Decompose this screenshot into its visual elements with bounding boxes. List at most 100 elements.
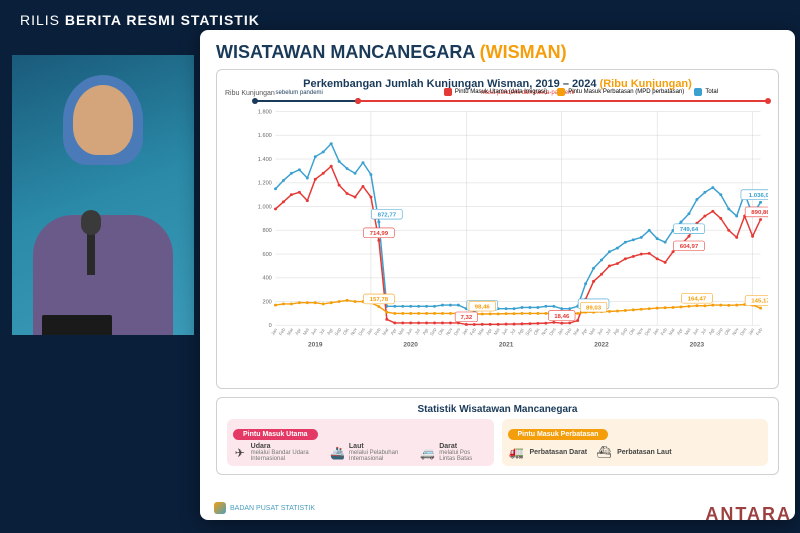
stats-item-sub: melalui Pelabuhan Internasional xyxy=(349,450,412,462)
svg-text:7,32: 7,32 xyxy=(460,315,472,321)
svg-text:749,64: 749,64 xyxy=(680,227,699,233)
svg-text:Mar: Mar xyxy=(668,327,677,336)
svg-text:Des: Des xyxy=(548,326,557,336)
stats-item-title: Perbatasan Laut xyxy=(617,449,671,456)
legend-item: Pintu Masuk Utama (data Imigrasi) xyxy=(444,88,547,96)
stats-item-icon: ✈ xyxy=(233,444,247,462)
stats-item: ✈Udaramelalui Bandar Udara Internasional xyxy=(233,443,322,462)
svg-text:157,78: 157,78 xyxy=(370,297,389,303)
stats-item: 🚢Lautmelalui Pelabuhan Internasional xyxy=(330,443,412,462)
svg-text:Sep: Sep xyxy=(524,327,533,337)
svg-text:Mar: Mar xyxy=(477,327,486,336)
svg-text:Feb: Feb xyxy=(755,327,764,336)
svg-text:1.800: 1.800 xyxy=(258,109,272,115)
svg-text:Nov: Nov xyxy=(349,326,358,336)
svg-text:Apr: Apr xyxy=(676,327,684,336)
stats-item-text: Daratmelalui Pos Lintas Batas xyxy=(439,443,487,462)
legend-label: Total xyxy=(705,89,718,95)
svg-text:Feb: Feb xyxy=(660,327,669,336)
timeline-bar: sebelum pandemi masa pandemi dan pasca-p… xyxy=(255,98,768,104)
laptop-icon xyxy=(42,315,112,335)
svg-text:600: 600 xyxy=(262,252,271,258)
stats-item: ⛴ Perbatasan Laut xyxy=(595,443,671,461)
svg-text:Jul: Jul xyxy=(509,328,516,335)
svg-text:Jan: Jan xyxy=(461,327,469,336)
stats-item-icon: ⛴ xyxy=(595,443,613,461)
legend-swatch xyxy=(694,88,702,96)
chart-legend: Pintu Masuk Utama (data Imigrasi) Pintu M… xyxy=(444,88,718,96)
svg-text:Jul: Jul xyxy=(700,328,707,335)
svg-text:2023: 2023 xyxy=(690,342,705,349)
timeline-pre-label: sebelum pandemi xyxy=(276,90,323,96)
stats-item-icon: 🚛 xyxy=(508,443,526,461)
svg-text:Jun: Jun xyxy=(310,327,318,336)
slide-title: WISATAWAN MANCANEGARA (WISMAN) xyxy=(216,42,779,63)
svg-text:Nov: Nov xyxy=(731,326,740,336)
timeline-post: masa pandemi dan pasca-pandemi xyxy=(358,100,768,102)
svg-text:1.600: 1.600 xyxy=(258,133,272,139)
presenter-video: ✦ xyxy=(12,55,194,335)
svg-text:Jul: Jul xyxy=(604,328,611,335)
svg-text:1.200: 1.200 xyxy=(258,181,272,187)
legend-label: Pintu Masuk Perbatasan (MPD perbatasan) xyxy=(568,89,684,95)
svg-text:Sep: Sep xyxy=(620,327,629,337)
stats-item-text: Perbatasan Laut xyxy=(617,449,671,456)
stats-row: Pintu Masuk Utama ✈Udaramelalui Bandar U… xyxy=(227,419,768,466)
svg-text:2021: 2021 xyxy=(499,342,514,349)
svg-text:Nov: Nov xyxy=(540,326,549,336)
svg-text:Apr: Apr xyxy=(294,327,302,336)
chart-svg: 02004006008001.0001.2001.4001.6001.800Ja… xyxy=(255,108,768,352)
stats-item-text: Udaramelalui Bandar Udara Internasional xyxy=(251,443,322,462)
stats-items-orange: 🚛 Perbatasan Darat ⛴ Perbatasan Laut xyxy=(508,443,763,461)
stats-group-utama: Pintu Masuk Utama ✈Udaramelalui Bandar U… xyxy=(227,419,494,466)
svg-text:Mar: Mar xyxy=(381,327,390,336)
stats-item-title: Udara xyxy=(251,443,322,450)
svg-text:400: 400 xyxy=(262,276,271,282)
svg-text:Jun: Jun xyxy=(596,327,604,336)
svg-text:0: 0 xyxy=(269,323,272,329)
svg-text:Jan: Jan xyxy=(747,327,755,336)
svg-text:1.036,04: 1.036,04 xyxy=(749,193,768,199)
svg-text:200: 200 xyxy=(262,299,271,305)
header-bold: BERITA RESMI STATISTIK xyxy=(65,12,260,28)
svg-text:98,46: 98,46 xyxy=(475,304,491,310)
svg-text:Des: Des xyxy=(644,326,653,336)
stats-item-sub: melalui Bandar Udara Internasional xyxy=(251,450,322,462)
presenter-head xyxy=(73,85,133,155)
svg-text:800: 800 xyxy=(262,228,271,234)
timeline-pre: sebelum pandemi xyxy=(255,100,358,102)
stats-item-text: Perbatasan Darat xyxy=(530,449,588,456)
svg-text:Sep: Sep xyxy=(715,327,724,337)
slide-panel: WISATAWAN MANCANEGARA (WISMAN) Perkemban… xyxy=(200,30,795,520)
stats-item: 🚛 Perbatasan Darat xyxy=(508,443,588,461)
svg-text:Apr: Apr xyxy=(389,327,397,336)
svg-text:Jul: Jul xyxy=(318,328,325,335)
legend-swatch xyxy=(444,88,452,96)
svg-text:Mei: Mei xyxy=(397,327,405,336)
watermark: ANTARA xyxy=(705,504,792,525)
legend-item: Total xyxy=(694,88,718,96)
footer-logo: BADAN PUSAT STATISTIK xyxy=(214,502,315,514)
svg-text:Mei: Mei xyxy=(302,327,310,336)
chart-area: 02004006008001.0001.2001.4001.6001.800Ja… xyxy=(255,108,768,352)
footer-logo-text: BADAN PUSAT STATISTIK xyxy=(230,505,315,512)
svg-text:Apr: Apr xyxy=(485,327,493,336)
svg-text:Mar: Mar xyxy=(572,327,581,336)
svg-text:145,17: 145,17 xyxy=(751,299,768,305)
svg-text:Mei: Mei xyxy=(588,327,596,336)
legend-item: Pintu Masuk Perbatasan (MPD perbatasan) xyxy=(557,88,684,96)
svg-text:Jan: Jan xyxy=(556,327,564,336)
stats-items-pink: ✈Udaramelalui Bandar Udara Internasional… xyxy=(233,443,488,462)
svg-text:18,46: 18,46 xyxy=(554,314,570,320)
svg-text:1.000: 1.000 xyxy=(258,204,272,210)
footer-logo-icon xyxy=(214,502,226,514)
stats-item-sub: melalui Pos Lintas Batas xyxy=(439,450,487,462)
legend-swatch xyxy=(557,88,565,96)
stats-group-header-pink: Pintu Masuk Utama xyxy=(233,429,318,440)
svg-text:Feb: Feb xyxy=(373,327,382,336)
svg-text:Mei: Mei xyxy=(684,327,692,336)
stats-item-title: Laut xyxy=(349,443,412,450)
svg-text:872,77: 872,77 xyxy=(378,212,397,218)
svg-text:Des: Des xyxy=(453,326,462,336)
svg-text:Jul: Jul xyxy=(414,328,421,335)
